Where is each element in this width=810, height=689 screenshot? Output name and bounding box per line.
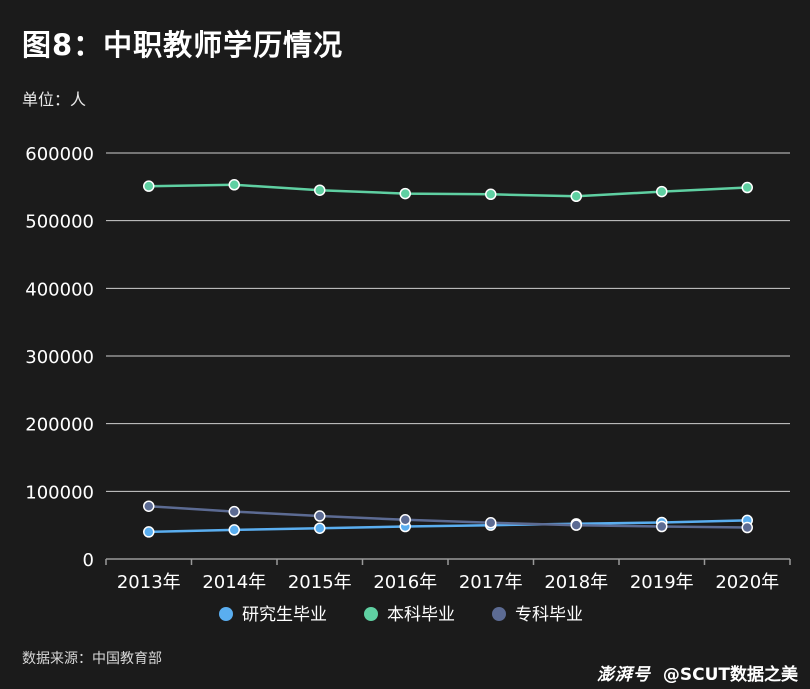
data-point [143,180,155,192]
watermark-logo: 澎湃号 [596,665,651,685]
data-source: 数据来源：中国教育部 [22,651,162,667]
x-tick-label: 2014年 [202,572,266,593]
legend-marker [364,607,378,621]
x-tick-label: 2018年 [544,572,608,593]
legend-item: 研究生毕业 [219,605,327,625]
watermark: 澎湃号 @SCUT数据之美 [597,660,798,685]
data-point [570,190,582,203]
data-point [485,188,497,201]
data-point [570,519,582,531]
x-tick-label: 2017年 [459,572,523,593]
x-tick-label: 2016年 [373,572,437,593]
x-tick-label: 2013年 [117,572,181,593]
chart-title: 图8：中职教师学历情况 [22,28,344,62]
series-points [143,179,753,538]
grid-lines [106,152,790,492]
data-point [228,524,240,536]
data-point [228,505,240,518]
x-tick-label: 2015年 [288,572,352,593]
y-tick-label: 200000 [25,415,94,436]
legend-label: 研究生毕业 [242,605,327,625]
series-line [148,183,748,198]
data-point [143,526,155,538]
y-tick-label: 0 [83,550,94,571]
data-point [143,500,155,512]
series-line [148,519,748,534]
series-lines [148,183,748,534]
legend-marker [219,607,233,621]
data-point [228,179,240,191]
y-tick-label: 100000 [25,482,94,503]
legend-marker [492,607,506,621]
legend: 研究生毕业 本科毕业 专科毕业 [219,605,583,625]
data-point [314,184,326,196]
data-point [741,181,753,194]
legend-label: 专科毕业 [515,605,583,625]
data-point [314,510,326,522]
y-tick-label: 600000 [25,144,94,165]
y-tick-label: 500000 [25,212,94,233]
x-tick-label: 2019年 [630,572,694,593]
series-line [148,504,748,529]
x-axis: 2013年 2014年 2015年 2016年 2017年 2018年 2019年 2020年 [105,558,791,593]
y-tick-label: 300000 [25,347,94,368]
y-axis-ticks: 0 100000 200000 300000 400000 500000 600000 [25,144,94,571]
data-point [314,522,326,534]
legend-item: 专科毕业 [492,605,583,625]
watermark-author: @SCUT数据之美 [662,665,798,685]
x-tick-label: 2020年 [715,572,779,593]
data-point [399,514,411,526]
data-point [485,517,497,529]
y-tick-label: 400000 [25,279,94,300]
data-point [656,185,668,198]
data-point [741,521,753,534]
unit-label: 单位：人 [22,90,87,109]
data-point [656,520,668,533]
legend-label: 本科毕业 [387,605,455,625]
legend-item: 本科毕业 [364,605,455,625]
data-point [399,187,411,200]
